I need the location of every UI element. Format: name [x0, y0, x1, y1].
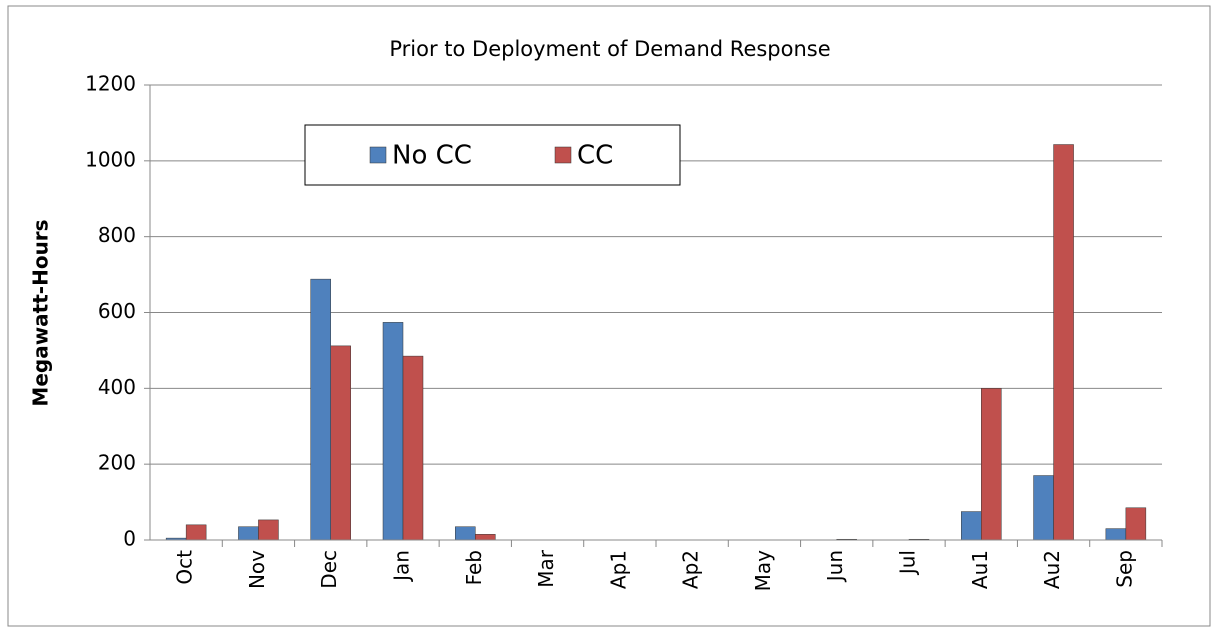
- x-tick-label: Au2: [1040, 550, 1064, 589]
- x-tick-label: Ap2: [679, 550, 703, 589]
- chart-title: Prior to Deployment of Demand Response: [389, 37, 830, 61]
- bar: [981, 388, 1002, 541]
- y-tick-label: 400: [98, 375, 136, 399]
- y-tick-label: 1000: [85, 147, 136, 171]
- bar: [258, 519, 279, 541]
- y-tick-label: 600: [98, 299, 136, 323]
- legend-swatch: [554, 146, 572, 164]
- bar: [455, 526, 476, 541]
- x-tick-label: Feb: [462, 550, 486, 585]
- x-tick-label: Sep: [1112, 550, 1136, 588]
- y-axis-label: Megawatt-Hours: [29, 219, 53, 406]
- bar: [402, 355, 424, 541]
- x-tick-label: Jan: [390, 550, 414, 583]
- y-tick-label: 200: [98, 451, 136, 475]
- bar: [1053, 144, 1074, 541]
- x-tick-label: Oct: [173, 550, 197, 585]
- legend: No CC CC: [304, 124, 681, 186]
- bar: [382, 322, 404, 541]
- x-tick-label: Mar: [534, 549, 558, 588]
- bar: [1105, 528, 1127, 541]
- legend-swatch: [369, 146, 387, 164]
- y-tick-label: 0: [123, 527, 136, 551]
- legend-label: CC: [577, 141, 613, 171]
- legend-label: No CC: [392, 141, 472, 171]
- bar: [1125, 507, 1147, 541]
- bar: [238, 526, 259, 541]
- x-tick-label: Nov: [245, 550, 269, 589]
- axes: 0 200 400 600 800 1000 1200 Oct Nov Dec Jan Feb Mar A…: [85, 72, 1163, 592]
- bar: [330, 345, 351, 541]
- x-tick-label: Jun: [823, 550, 847, 583]
- bars: [165, 144, 1147, 541]
- chart-border: [7, 5, 1211, 627]
- bar: [310, 278, 331, 541]
- legend-box: [304, 124, 681, 186]
- bar: [185, 524, 207, 541]
- x-tick-label: Ap1: [606, 550, 630, 589]
- x-tick-label: May: [751, 550, 775, 592]
- x-tick-label: Jul: [896, 550, 920, 576]
- bar: [961, 511, 982, 541]
- y-tick-label: 1200: [85, 72, 136, 96]
- bar: [1033, 475, 1054, 541]
- bar: [475, 534, 496, 541]
- y-tick-label: 800: [98, 223, 136, 247]
- x-tick-label: Dec: [317, 550, 341, 589]
- x-tick-label: Au1: [968, 550, 992, 589]
